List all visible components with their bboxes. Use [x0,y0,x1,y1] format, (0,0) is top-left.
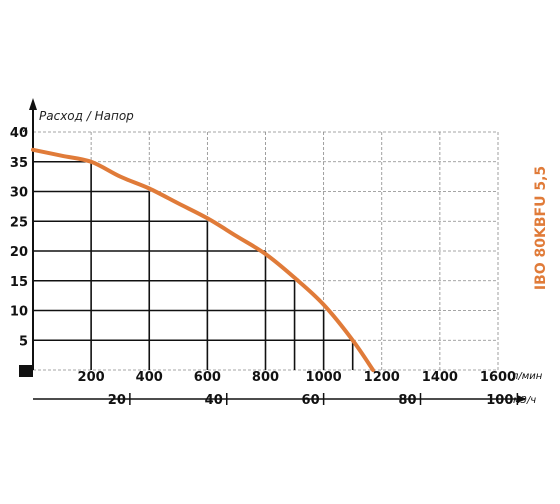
x-tick-label: 1200 [364,370,400,385]
y-axis-label: Расход / Напор [39,109,134,123]
x-primary-unit: л/мин [511,371,543,382]
x-tick-label: 1400 [422,370,458,385]
series-name-label: IBO 80KBFU 5,5 [533,166,549,290]
x-secondary-tick-label: 60 [302,393,320,408]
x-secondary-tick-label: 100 [486,393,513,408]
y-tick-label: 35 [10,156,28,171]
y-tick-label: 20 [10,245,28,260]
x-secondary-tick-label: 80 [398,393,416,408]
x-tick-label: 400 [136,370,163,385]
series-line [31,147,375,372]
y-tick-label: 40 [10,126,28,141]
y-unit-label: м [20,125,28,136]
y-tick-label: 30 [10,186,28,201]
x-tick-label: 1600 [480,370,516,385]
drop-lines [33,160,354,370]
x-tick-label: 1000 [306,370,342,385]
x-tick-label: 800 [252,370,279,385]
y-tick-label: 25 [10,215,28,230]
y-tick-label: 10 [10,305,28,320]
tick-labels: 5 10 15 20 25 30 35 40 200 400 600 800 1000 1200 1400 1… [10,126,519,408]
origin-marker-icon [19,365,33,377]
y-axis-arrow-icon [29,98,37,110]
x-tick-label: 200 [78,370,105,385]
x-secondary-tick-label: 20 [108,393,126,408]
y-tick-label: 15 [10,275,28,290]
x-tick-label: 600 [194,370,221,385]
x-secondary-tick-label: 40 [205,393,223,408]
secondary-x-axis-arrow-icon [517,395,527,403]
y-tick-label: 5 [19,334,28,349]
x-secondary-unit: м3/ч [513,395,536,406]
